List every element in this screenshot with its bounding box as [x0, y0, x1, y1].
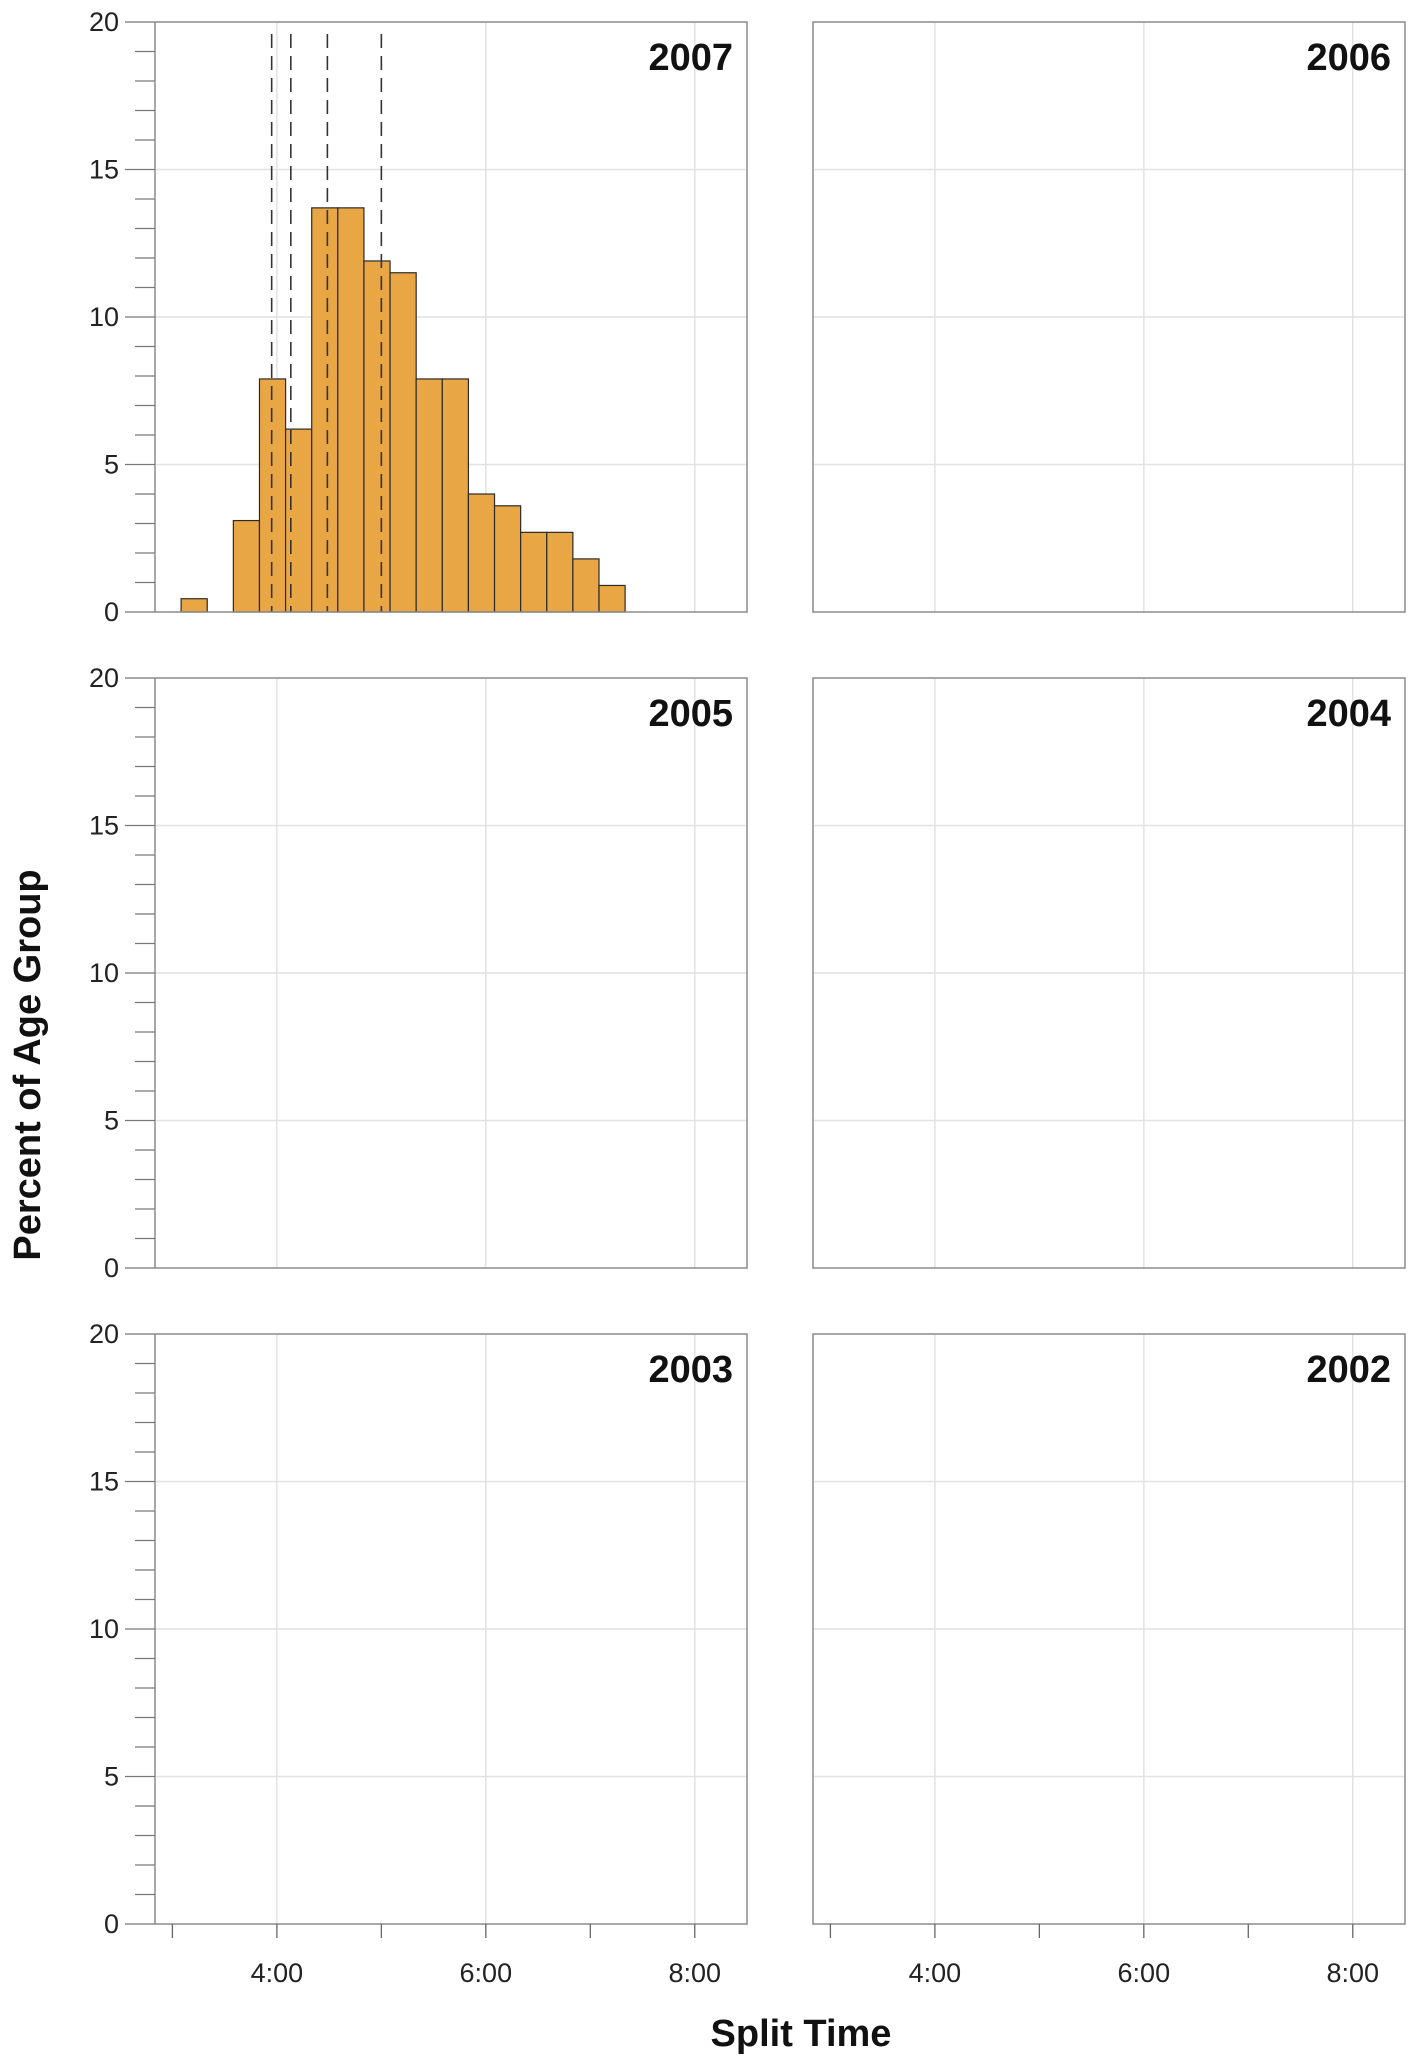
y-tick-label: 5 — [104, 450, 119, 480]
panel-title: 2007 — [648, 37, 733, 79]
histogram-bar — [337, 207, 365, 613]
panel-2002: 2002 4:00 6:00 8:00 — [812, 1333, 1406, 1988]
y-tick-label: 20 — [89, 1319, 119, 1349]
y-tick-label: 10 — [89, 302, 119, 332]
histogram-bar — [572, 558, 600, 613]
panel-title: 2003 — [648, 1349, 733, 1391]
histogram-bar — [441, 378, 470, 613]
histogram-bar — [598, 584, 626, 613]
panel-title: 2006 — [1306, 37, 1391, 79]
histogram-bar — [232, 519, 261, 613]
histogram-bar — [546, 531, 574, 613]
panel-title: 2002 — [1306, 1349, 1391, 1391]
panel-2006: 2006 — [812, 21, 1406, 613]
histogram-bar — [415, 378, 443, 613]
y-tick-label: 10 — [89, 1614, 119, 1644]
panel-2005: 2005 0 5 10 15 20 — [89, 663, 748, 1283]
y-tick-label: 0 — [104, 1909, 119, 1939]
histogram-bar — [284, 428, 313, 613]
panel-2004: 2004 — [812, 677, 1406, 1269]
y-tick-label: 5 — [104, 1106, 119, 1136]
y-tick-label: 20 — [89, 7, 119, 37]
panel-frame — [812, 1333, 1406, 1925]
histogram-bar — [311, 207, 339, 613]
x-axis-title: Split Time — [711, 2013, 892, 2055]
x-tick-label: 4:00 — [251, 1958, 304, 1988]
histogram-bar — [389, 272, 417, 613]
y-tick-label: 20 — [89, 663, 119, 693]
histogram-bar — [258, 378, 287, 613]
panel-2007: 2007 0 5 10 15 20 — [89, 7, 748, 627]
panel-2003: 2003 0 5 10 15 20 4:00 6:00 8:00 — [89, 1319, 748, 1988]
y-tick-label: 0 — [104, 597, 119, 627]
panel-frame — [812, 677, 1406, 1269]
x-tick-label: 6:00 — [460, 1958, 513, 1988]
panel-title: 2005 — [648, 693, 733, 735]
x-tick-label: 8:00 — [1326, 1958, 1379, 1988]
panel-title: 2004 — [1306, 693, 1391, 735]
y-tick-label: 10 — [89, 958, 119, 988]
y-tick-label: 5 — [104, 1762, 119, 1792]
histogram-bar — [363, 260, 391, 613]
x-tick-label: 6:00 — [1118, 1958, 1171, 1988]
histogram-bar — [180, 598, 208, 613]
panel-frame — [812, 21, 1406, 613]
y-axis-title: Percent of Age Group — [7, 869, 49, 1260]
histogram-bar — [493, 505, 522, 613]
y-tick-label: 15 — [89, 811, 119, 841]
x-tick-label: 4:00 — [909, 1958, 962, 1988]
y-tick-label: 0 — [104, 1253, 119, 1283]
x-tick-label: 8:00 — [668, 1958, 721, 1988]
y-tick-label: 15 — [89, 1467, 119, 1497]
histogram-bar — [520, 531, 548, 613]
histogram-bar — [467, 493, 496, 613]
y-tick-label: 15 — [89, 155, 119, 185]
